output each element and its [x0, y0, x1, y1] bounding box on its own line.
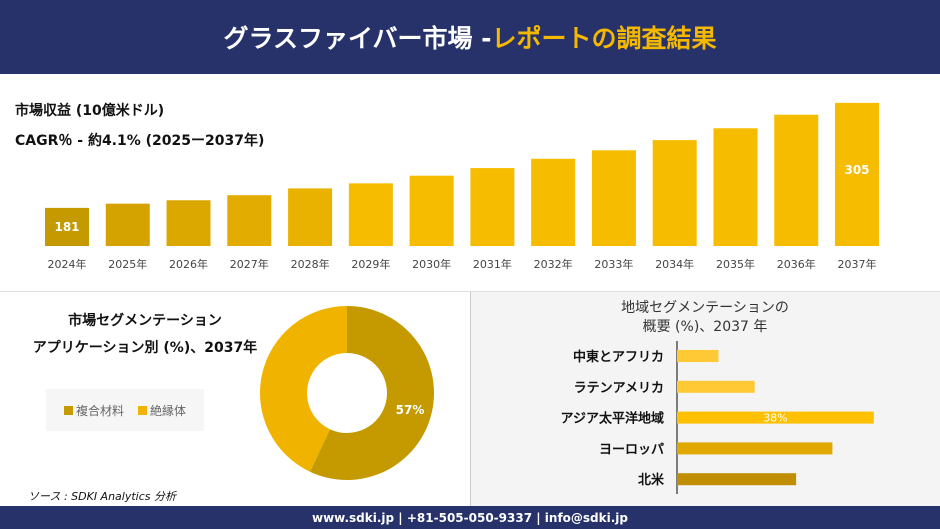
x-tick-label: 2030年 [412, 257, 451, 271]
revenue-bar [409, 175, 454, 246]
title-accent: レポートの調査結果 [491, 24, 717, 53]
data-label: 38% [763, 412, 787, 425]
revenue-bar [166, 200, 211, 246]
revenue-title: 市場収益 (10億米ドル) [15, 103, 165, 119]
x-tick-label: 2033年 [594, 257, 633, 271]
x-tick-label: 2036年 [777, 257, 816, 271]
app-subtitle: アプリケーション別 (%)、2037年 [32, 340, 258, 356]
revenue-panel [0, 74, 940, 292]
region-title: 地域セグメンテーションの [621, 300, 789, 316]
revenue-bar [835, 102, 880, 247]
x-tick-label: 2024年 [48, 257, 87, 271]
revenue-bar [652, 140, 697, 246]
x-tick-label: 2028年 [291, 257, 330, 271]
region-label: 中東とアフリカ [573, 349, 664, 365]
region-label: アジア太平洋地域 [561, 411, 664, 427]
x-tick-label: 2026年 [169, 257, 208, 271]
region-panel [470, 292, 940, 506]
revenue-bar [45, 207, 89, 246]
cagr-text: CAGR％ - 約4.1% (2025ー2037年) [15, 133, 265, 149]
header-title: グラスファイバー市場 - レポートの調査結果 [0, 0, 940, 74]
region-bar [677, 350, 719, 362]
source-note: ソース : SDKI Analytics 分析 [28, 490, 177, 503]
x-tick-label: 2034年 [655, 257, 694, 271]
x-tick-label: 2035年 [716, 257, 755, 271]
legend-item: 絶縁体 [138, 402, 186, 419]
legend-item: 複合材料 [63, 402, 124, 419]
x-tick-label: 2027年 [230, 257, 269, 271]
legend: 複合材料 絶縁体 [46, 389, 204, 431]
region-label: ラテンアメリカ [574, 381, 664, 396]
revenue-bar [288, 188, 333, 246]
x-tick-label: 2029年 [351, 257, 390, 271]
x-tick-label: 2025年 [108, 257, 147, 271]
region-label: ヨーロッパ [599, 442, 664, 457]
donut-slice [260, 306, 347, 472]
footer-contact: www.sdki.jp | +81-505-050-9337 | info@sd… [0, 506, 940, 529]
x-tick-label: 2032年 [534, 257, 573, 271]
donut-label: 57% [396, 403, 425, 417]
revenue-bar [531, 158, 576, 246]
region-label: 北米 [638, 472, 665, 488]
region-subtitle: 概要 (%)、2037 年 [642, 319, 768, 335]
revenue-bar [774, 114, 819, 246]
revenue-bar [591, 150, 636, 246]
title-main: グラスファイバー市場 - [223, 24, 492, 53]
region-bar [677, 411, 874, 424]
region-bar [677, 473, 797, 486]
data-label: 305 [844, 163, 869, 177]
x-tick-label: 2031年 [473, 257, 512, 271]
revenue-bar [227, 195, 272, 246]
revenue-bar [713, 128, 758, 246]
region-bar [677, 380, 755, 393]
app-title: 市場セグメンテーション [68, 313, 222, 329]
revenue-bar [470, 168, 515, 246]
data-label: 181 [54, 220, 79, 234]
x-tick-label: 2037年 [838, 257, 877, 271]
revenue-bar [105, 203, 150, 246]
revenue-bar [348, 183, 393, 246]
donut-slice [309, 306, 435, 481]
region-bar [677, 442, 833, 455]
